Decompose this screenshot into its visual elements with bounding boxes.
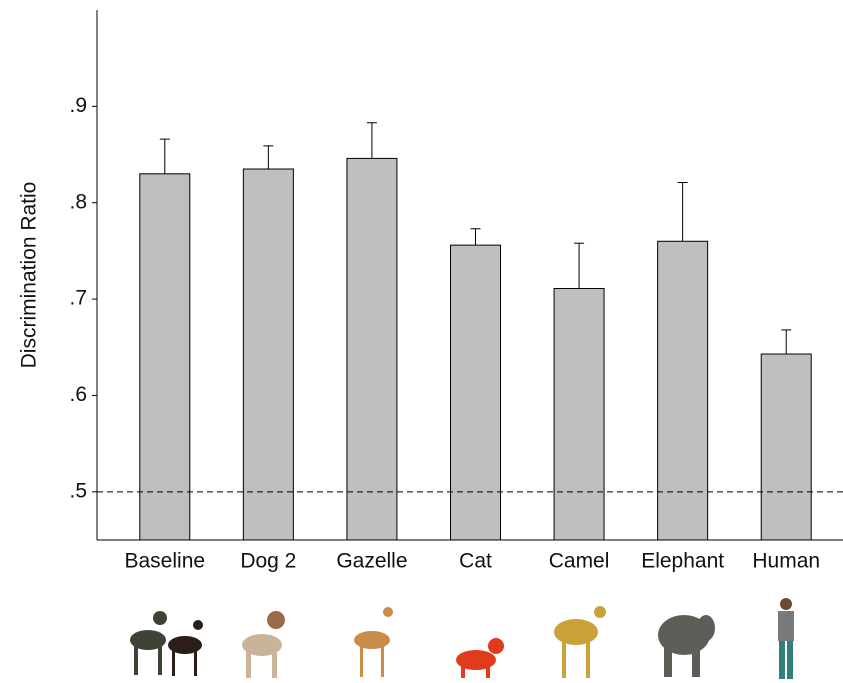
- dog2-icon: [242, 611, 285, 678]
- y-tick-label: .5: [69, 479, 87, 502]
- x-tick-label: Human: [752, 550, 820, 573]
- error-bar: [574, 242, 585, 289]
- x-tick-label: Gazelle: [336, 550, 407, 573]
- elephant-icon: [658, 615, 715, 677]
- error-bar: [677, 181, 688, 242]
- y-axis-label: Discrimination Ratio: [18, 182, 41, 369]
- x-tick-label: Elephant: [641, 550, 724, 573]
- y-tick-label: .9: [69, 94, 87, 117]
- dog-icon: [130, 611, 167, 675]
- y-tick-label: .7: [69, 287, 87, 310]
- bar: [760, 353, 812, 541]
- error-bar: [366, 122, 377, 159]
- bar: [450, 244, 501, 541]
- error-bar: [781, 329, 792, 355]
- x-tick-label: Dog 2: [240, 550, 296, 573]
- x-tick-label: Cat: [459, 550, 492, 573]
- bar: [657, 240, 709, 541]
- y-tick-label: .8: [69, 190, 87, 213]
- animal-icons: [130, 598, 794, 679]
- camel-icon: [554, 606, 606, 678]
- cat-icon: [456, 638, 504, 678]
- bar: [346, 157, 398, 541]
- gazelle-icon: [354, 607, 393, 677]
- human-icon: [778, 598, 794, 679]
- bar: [242, 168, 294, 541]
- x-tick-label: Baseline: [125, 550, 206, 573]
- bar: [139, 173, 191, 541]
- error-bar: [470, 228, 481, 246]
- bar: [553, 287, 605, 541]
- error-bar: [159, 138, 170, 174]
- y-tick-label: .6: [69, 383, 87, 406]
- x-tick-label: Camel: [549, 550, 610, 573]
- error-bar: [263, 145, 274, 169]
- antelope-icon: [168, 620, 203, 676]
